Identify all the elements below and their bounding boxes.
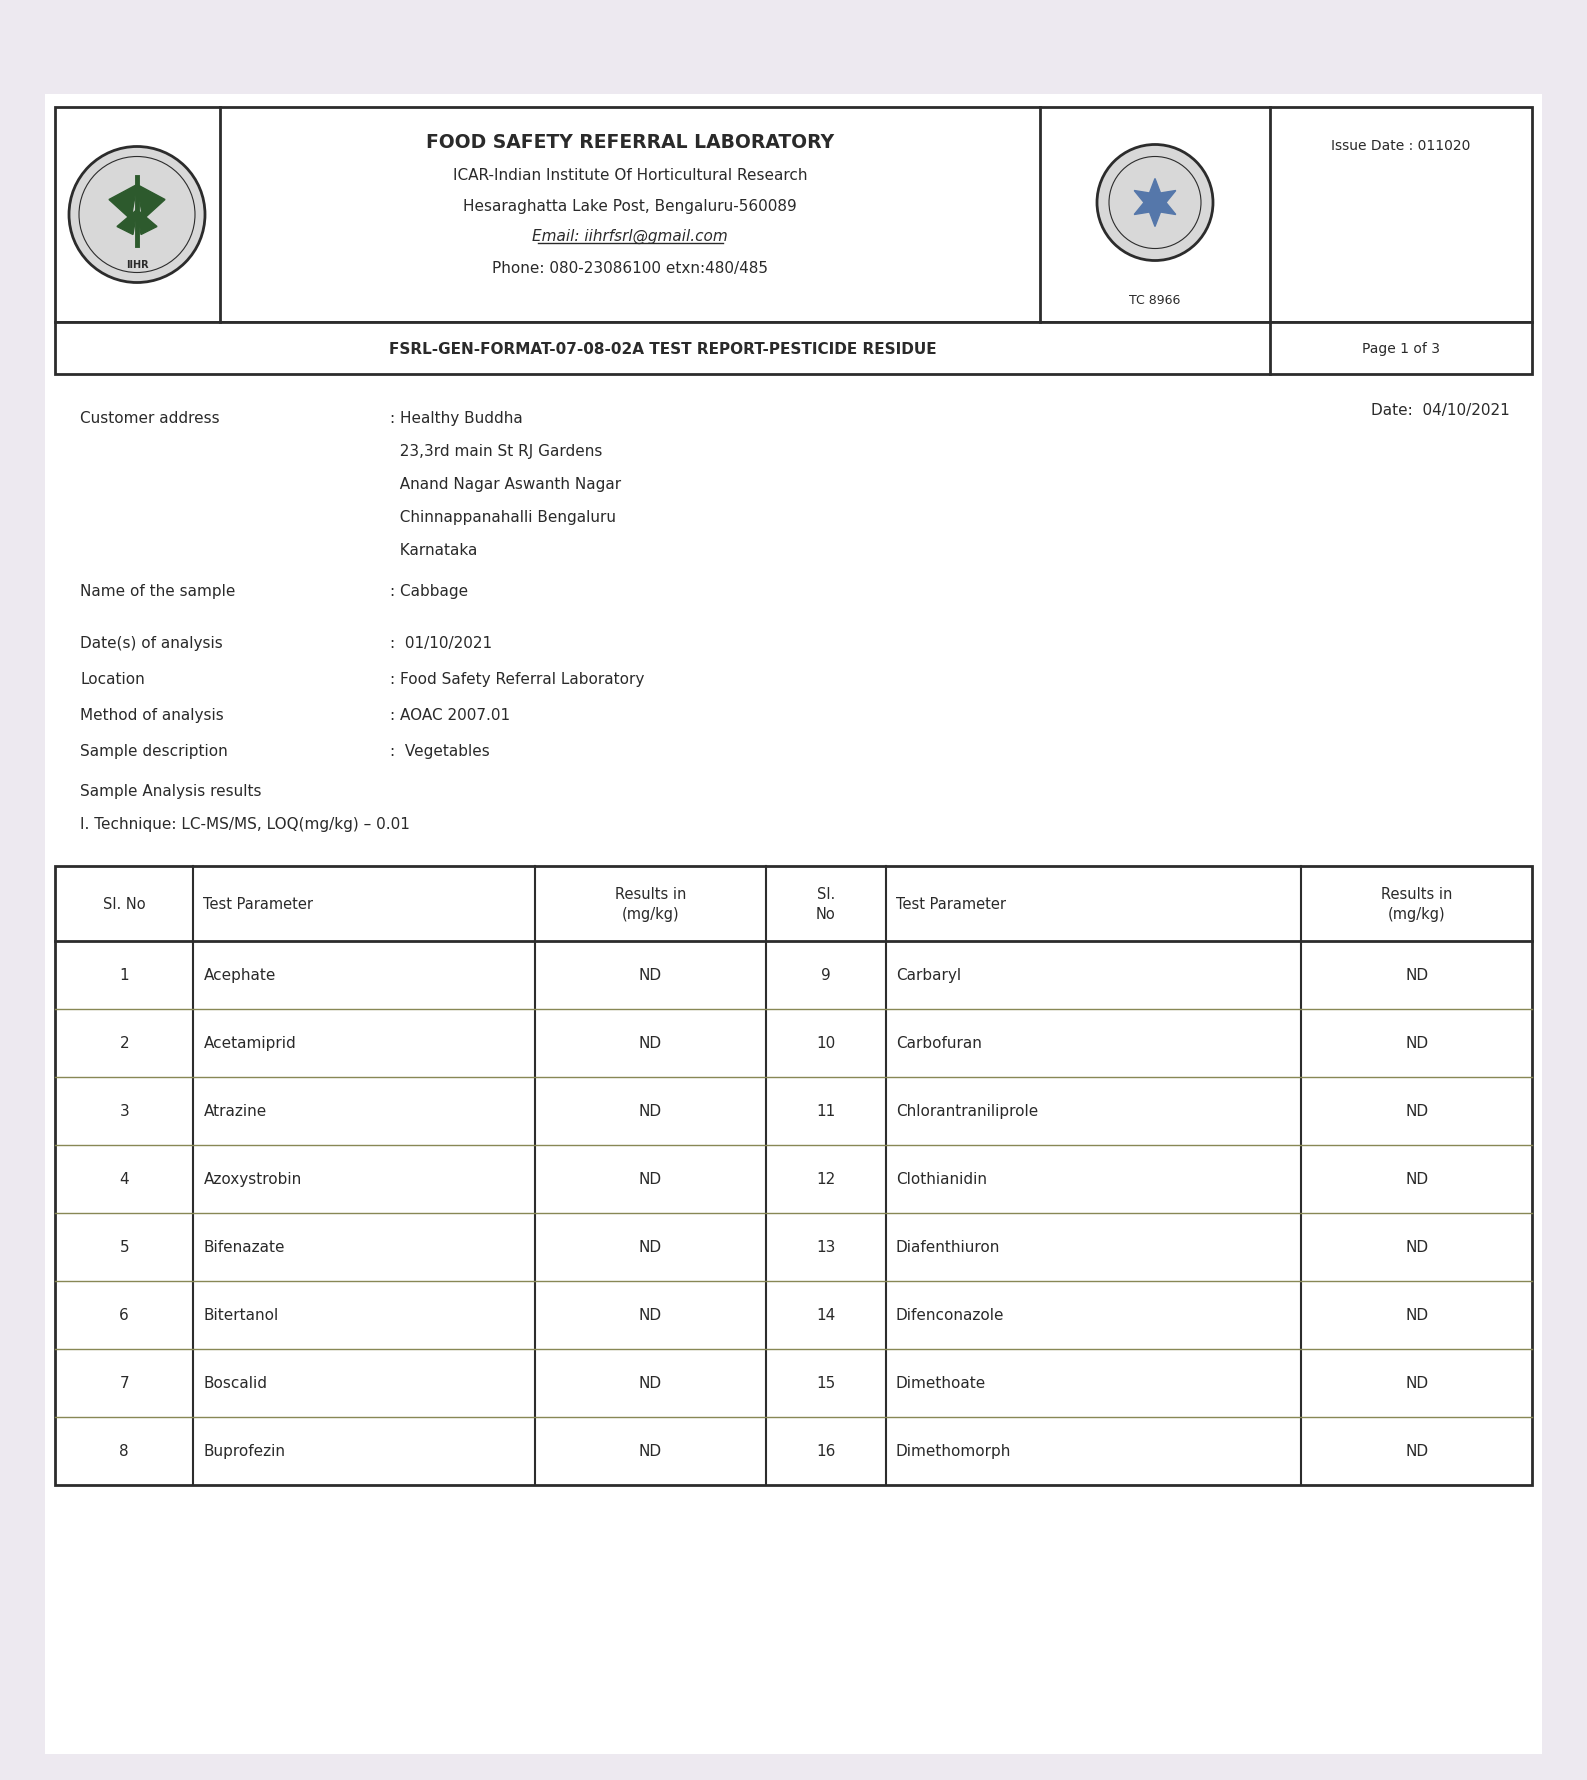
Text: ND: ND [1404, 1444, 1428, 1458]
Text: Bitertanol: Bitertanol [203, 1308, 279, 1323]
Text: ND: ND [640, 1376, 662, 1390]
Text: Hesaraghatta Lake Post, Bengaluru-560089: Hesaraghatta Lake Post, Bengaluru-560089 [463, 198, 797, 214]
Text: Acephate: Acephate [203, 968, 276, 983]
Text: ND: ND [1404, 1104, 1428, 1120]
Text: ND: ND [1404, 1241, 1428, 1255]
Text: Anand Nagar Aswanth Nagar: Anand Nagar Aswanth Nagar [390, 477, 621, 491]
Bar [56, 322, 1531, 376]
Text: Sample Analysis results: Sample Analysis results [79, 783, 262, 799]
Polygon shape [1135, 180, 1176, 228]
Text: ND: ND [640, 1444, 662, 1458]
Polygon shape [136, 210, 157, 235]
Text: IIHR: IIHR [125, 260, 148, 271]
Text: 13: 13 [816, 1241, 835, 1255]
Text: : Food Safety Referral Laboratory: : Food Safety Referral Laboratory [390, 671, 644, 687]
Text: Phone: 080-23086100 etxn:480/485: Phone: 080-23086100 etxn:480/485 [492, 260, 768, 276]
Text: 16: 16 [816, 1444, 835, 1458]
Text: Email: iihrfsrl@gmail.com: Email: iihrfsrl@gmail.com [532, 228, 728, 244]
Text: Date:  04/10/2021: Date: 04/10/2021 [1371, 402, 1509, 418]
Text: 10: 10 [816, 1036, 835, 1050]
Text: ND: ND [1404, 1376, 1428, 1390]
Text: Azoxystrobin: Azoxystrobin [203, 1171, 302, 1187]
Text: Page 1 of 3: Page 1 of 3 [1362, 342, 1439, 356]
Text: Dimethoate: Dimethoate [895, 1376, 986, 1390]
Text: 23,3rd main St RJ Gardens: 23,3rd main St RJ Gardens [390, 443, 603, 459]
Bar [56, 867, 1531, 1485]
Text: Results in
(mg/kg): Results in (mg/kg) [614, 886, 686, 922]
Text: ND: ND [640, 1104, 662, 1120]
Text: Results in
(mg/kg): Results in (mg/kg) [1381, 886, 1452, 922]
Text: ICAR-Indian Institute Of Horticultural Research: ICAR-Indian Institute Of Horticultural R… [452, 169, 808, 183]
Text: Date(s) of analysis: Date(s) of analysis [79, 635, 222, 651]
Text: Buprofezin: Buprofezin [203, 1444, 286, 1458]
Text: Boscalid: Boscalid [203, 1376, 268, 1390]
Text: ND: ND [640, 1241, 662, 1255]
Text: 5: 5 [119, 1241, 129, 1255]
Text: 3: 3 [119, 1104, 129, 1120]
Text: 8: 8 [119, 1444, 129, 1458]
Text: ND: ND [640, 968, 662, 983]
Text: :  Vegetables: : Vegetables [390, 744, 490, 758]
Text: Carbaryl: Carbaryl [895, 968, 962, 983]
Text: Chlorantraniliprole: Chlorantraniliprole [895, 1104, 1038, 1120]
Text: ND: ND [1404, 1171, 1428, 1187]
Text: Dimethomorph: Dimethomorph [895, 1444, 1011, 1458]
Text: : Cabbage: : Cabbage [390, 584, 468, 598]
Text: Bifenazate: Bifenazate [203, 1241, 286, 1255]
Text: 12: 12 [816, 1171, 835, 1187]
Text: ND: ND [1404, 1308, 1428, 1323]
Text: FSRL-GEN-FORMAT-07-08-02A TEST REPORT-PESTICIDE RESIDUE: FSRL-GEN-FORMAT-07-08-02A TEST REPORT-PE… [389, 342, 936, 356]
Text: I. Technique: LC-MS/MS, LOQ(mg/kg) – 0.01: I. Technique: LC-MS/MS, LOQ(mg/kg) – 0.0… [79, 817, 409, 831]
Text: 11: 11 [816, 1104, 835, 1120]
Text: Sl.
No: Sl. No [816, 886, 836, 922]
Text: :  01/10/2021: : 01/10/2021 [390, 635, 492, 651]
Text: TC 8966: TC 8966 [1130, 294, 1181, 308]
Text: 14: 14 [816, 1308, 835, 1323]
Text: Clothianidin: Clothianidin [895, 1171, 987, 1187]
Text: ND: ND [640, 1308, 662, 1323]
Text: Location: Location [79, 671, 144, 687]
Text: Customer address: Customer address [79, 411, 219, 425]
Text: Test Parameter: Test Parameter [895, 897, 1006, 911]
Text: 4: 4 [119, 1171, 129, 1187]
Text: Sl. No: Sl. No [103, 897, 146, 911]
Text: 9: 9 [820, 968, 830, 983]
Text: ND: ND [640, 1036, 662, 1050]
Text: ND: ND [1404, 1036, 1428, 1050]
Text: 7: 7 [119, 1376, 129, 1390]
Text: Karnataka: Karnataka [390, 543, 478, 557]
Polygon shape [136, 185, 165, 221]
Text: Name of the sample: Name of the sample [79, 584, 235, 598]
Text: Method of analysis: Method of analysis [79, 708, 224, 723]
Text: FOOD SAFETY REFERRAL LABORATORY: FOOD SAFETY REFERRAL LABORATORY [425, 134, 835, 153]
Bar [56, 109, 1531, 322]
Polygon shape [117, 210, 136, 235]
Text: Diafenthiuron: Diafenthiuron [895, 1241, 1000, 1255]
Text: 15: 15 [816, 1376, 835, 1390]
Text: : AOAC 2007.01: : AOAC 2007.01 [390, 708, 509, 723]
Text: Carbofuran: Carbofuran [895, 1036, 982, 1050]
Text: : Healthy Buddha: : Healthy Buddha [390, 411, 522, 425]
Polygon shape [110, 185, 136, 221]
Text: Issue Date : 011020: Issue Date : 011020 [1331, 139, 1471, 153]
Text: Difenconazole: Difenconazole [895, 1308, 1005, 1323]
Text: Sample description: Sample description [79, 744, 229, 758]
Text: 6: 6 [119, 1308, 129, 1323]
Text: Chinnappanahalli Bengaluru: Chinnappanahalli Bengaluru [390, 509, 616, 525]
Text: ND: ND [1404, 968, 1428, 983]
Text: 1: 1 [119, 968, 129, 983]
Text: ND: ND [640, 1171, 662, 1187]
Text: Atrazine: Atrazine [203, 1104, 267, 1120]
Circle shape [68, 148, 205, 283]
Text: 2: 2 [119, 1036, 129, 1050]
Text: Acetamiprid: Acetamiprid [203, 1036, 297, 1050]
Text: Test Parameter: Test Parameter [203, 897, 314, 911]
Circle shape [1097, 146, 1212, 262]
